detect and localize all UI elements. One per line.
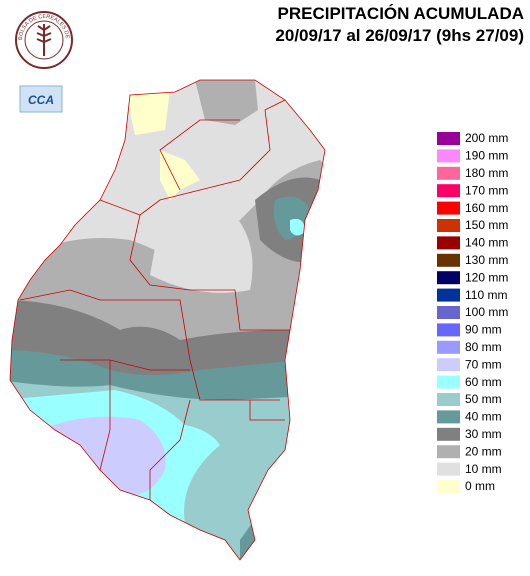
legend-swatch (437, 149, 460, 163)
precipitation-map (10, 80, 325, 560)
legend-label: 80 mm (465, 340, 502, 354)
map-title: PRECIPITACIÓN ACUMULADA (277, 4, 525, 23)
department-boundaries (9, 79, 326, 561)
legend-swatch (437, 253, 460, 267)
legend-swatch (437, 219, 460, 232)
legend-label: 150 mm (465, 218, 508, 232)
legend-swatch (437, 201, 460, 215)
legend-swatch (437, 445, 460, 459)
legend-swatch (437, 288, 460, 302)
legend-swatch (437, 358, 460, 372)
legend-label: 190 mm (465, 149, 508, 163)
map-subtitle: 20/09/17 al 26/09/17 (9hs 27/09) (275, 26, 524, 45)
legend-swatch (437, 480, 460, 493)
legend-label: 200 mm (465, 131, 508, 145)
legend-label: 50 mm (465, 392, 502, 406)
legend-label: 10 mm (465, 462, 502, 476)
legend-swatch (437, 410, 460, 424)
logo: BOLSA DE CEREALES DE ENTRE RIOS (0, 0, 73, 69)
legend-label: 160 mm (465, 201, 508, 215)
legend-label: 170 mm (465, 183, 508, 197)
legend-swatch (437, 462, 460, 476)
badge: CCA (19, 85, 63, 113)
badge-text: CCA (28, 93, 54, 107)
legend-swatch (437, 306, 460, 319)
legend-swatch (437, 132, 460, 145)
legend-swatch (437, 323, 460, 337)
legend-label: 140 mm (465, 236, 508, 250)
legend: 200 mm 190 mm 180 mm 170 mm 160 mm 150 mm 140 … (437, 131, 508, 493)
legend-swatch (437, 271, 460, 285)
legend-label: 0 mm (465, 479, 495, 493)
legend-label: 180 mm (465, 166, 508, 180)
legend-label: 40 mm (465, 410, 502, 424)
legend-swatch (437, 166, 460, 180)
legend-swatch (437, 375, 460, 389)
legend-swatch (437, 340, 460, 354)
legend-label: 120 mm (465, 270, 508, 284)
legend-label: 110 mm (465, 288, 507, 302)
legend-label: 20 mm (465, 444, 502, 458)
legend-swatch (437, 427, 460, 441)
legend-swatch (437, 184, 460, 198)
legend-label: 60 mm (465, 375, 502, 389)
legend-label: 130 mm (465, 253, 508, 267)
legend-label: 100 mm (465, 305, 508, 319)
legend-label: 70 mm (465, 357, 502, 371)
legend-swatch (437, 393, 460, 406)
legend-swatch (437, 236, 460, 250)
legend-label: 30 mm (465, 427, 502, 441)
legend-label: 90 mm (465, 323, 502, 337)
